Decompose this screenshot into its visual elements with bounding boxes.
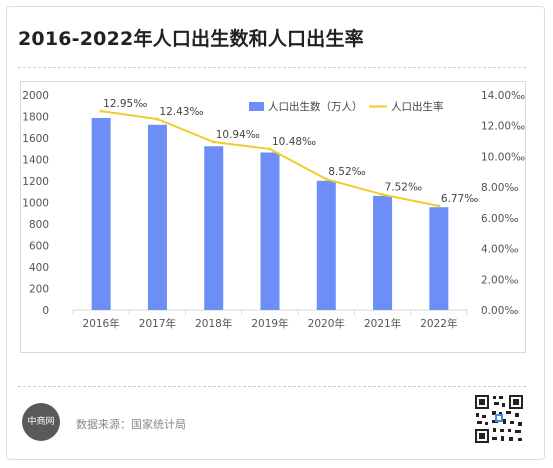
chart-frame: 0 200 400 600 800 1000 1200 1400 1600 1800 2000 0.0… — [20, 81, 526, 353]
x-tick-label: 2022年 — [420, 317, 457, 330]
y-left-tick-label: 2000 — [22, 90, 49, 102]
y-right-tick-label: 4.00‰ — [481, 244, 518, 256]
y-right-tick-label: 6.00‰ — [481, 213, 518, 225]
chart-svg: 0 200 400 600 800 1000 1200 1400 1600 1800 2000 0.0… — [22, 90, 525, 330]
page-title: 2016-2022年人口出生数和人口出生率 — [18, 28, 364, 50]
line-data-label: 12.95‰ — [103, 98, 147, 110]
x-tick-label: 2018年 — [195, 317, 232, 330]
y-left-tick-label: 1600 — [22, 133, 49, 145]
y-left-tick-label: 1800 — [22, 112, 49, 124]
line-point — [437, 204, 441, 208]
brand-logo: 中商网 — [22, 403, 60, 441]
legend-label-rate: 人口出生率 — [391, 100, 444, 113]
y-left-tick-label: 0 — [42, 305, 49, 317]
line-data-label: 6.77‰ — [441, 193, 478, 205]
y-right-tick-label: 2.00‰ — [481, 274, 518, 286]
line-point — [381, 193, 385, 197]
source-note: 数据来源：国家统计局 — [76, 418, 186, 431]
line-point — [324, 177, 328, 181]
bar — [260, 152, 280, 310]
qr-code-icon — [473, 393, 525, 445]
y-left-tick-label: 600 — [29, 241, 49, 253]
bar — [316, 180, 336, 310]
y-left-tick-label: 1400 — [22, 155, 49, 167]
y-left-tick-label: 400 — [29, 262, 49, 274]
line-point — [99, 109, 103, 113]
y-right-tick-label: 10.00‰ — [481, 151, 525, 163]
y-right-tick-label: 12.00‰ — [481, 121, 525, 133]
footer-divider — [18, 386, 526, 387]
y-left-tick-label: 800 — [29, 219, 49, 231]
x-tick-label: 2017年 — [139, 317, 176, 330]
y-right-tick-label: 14.00‰ — [481, 90, 525, 102]
bar — [429, 207, 449, 310]
line-point — [268, 147, 272, 151]
bar — [373, 195, 393, 310]
line-data-label: 12.43‰ — [159, 106, 203, 118]
y-right-tick-label: 8.00‰ — [481, 182, 518, 194]
line-data-label: 10.48‰ — [272, 136, 316, 148]
x-tick-label: 2016年 — [83, 317, 120, 330]
line-point — [212, 140, 216, 144]
legend-swatch-births — [249, 102, 264, 111]
y-left-tick-label: 200 — [29, 284, 49, 296]
line-data-label: 7.52‰ — [385, 182, 422, 194]
bar — [147, 124, 167, 310]
y-right-tick-label: 0.00‰ — [481, 305, 518, 317]
bar — [204, 146, 224, 310]
legend-label-births: 人口出生数（万人） — [268, 100, 363, 113]
line-data-label: 10.94‰ — [216, 129, 260, 141]
y-left-tick-label: 1000 — [22, 198, 49, 210]
bar — [91, 118, 111, 310]
line-data-label: 8.52‰ — [328, 166, 365, 178]
x-tick-label: 2020年 — [308, 317, 345, 330]
x-tick-label: 2019年 — [251, 317, 288, 330]
line-point — [155, 117, 159, 121]
y-left-tick-label: 1200 — [22, 176, 49, 188]
title-divider — [18, 67, 526, 68]
x-tick-label: 2021年 — [364, 317, 401, 330]
